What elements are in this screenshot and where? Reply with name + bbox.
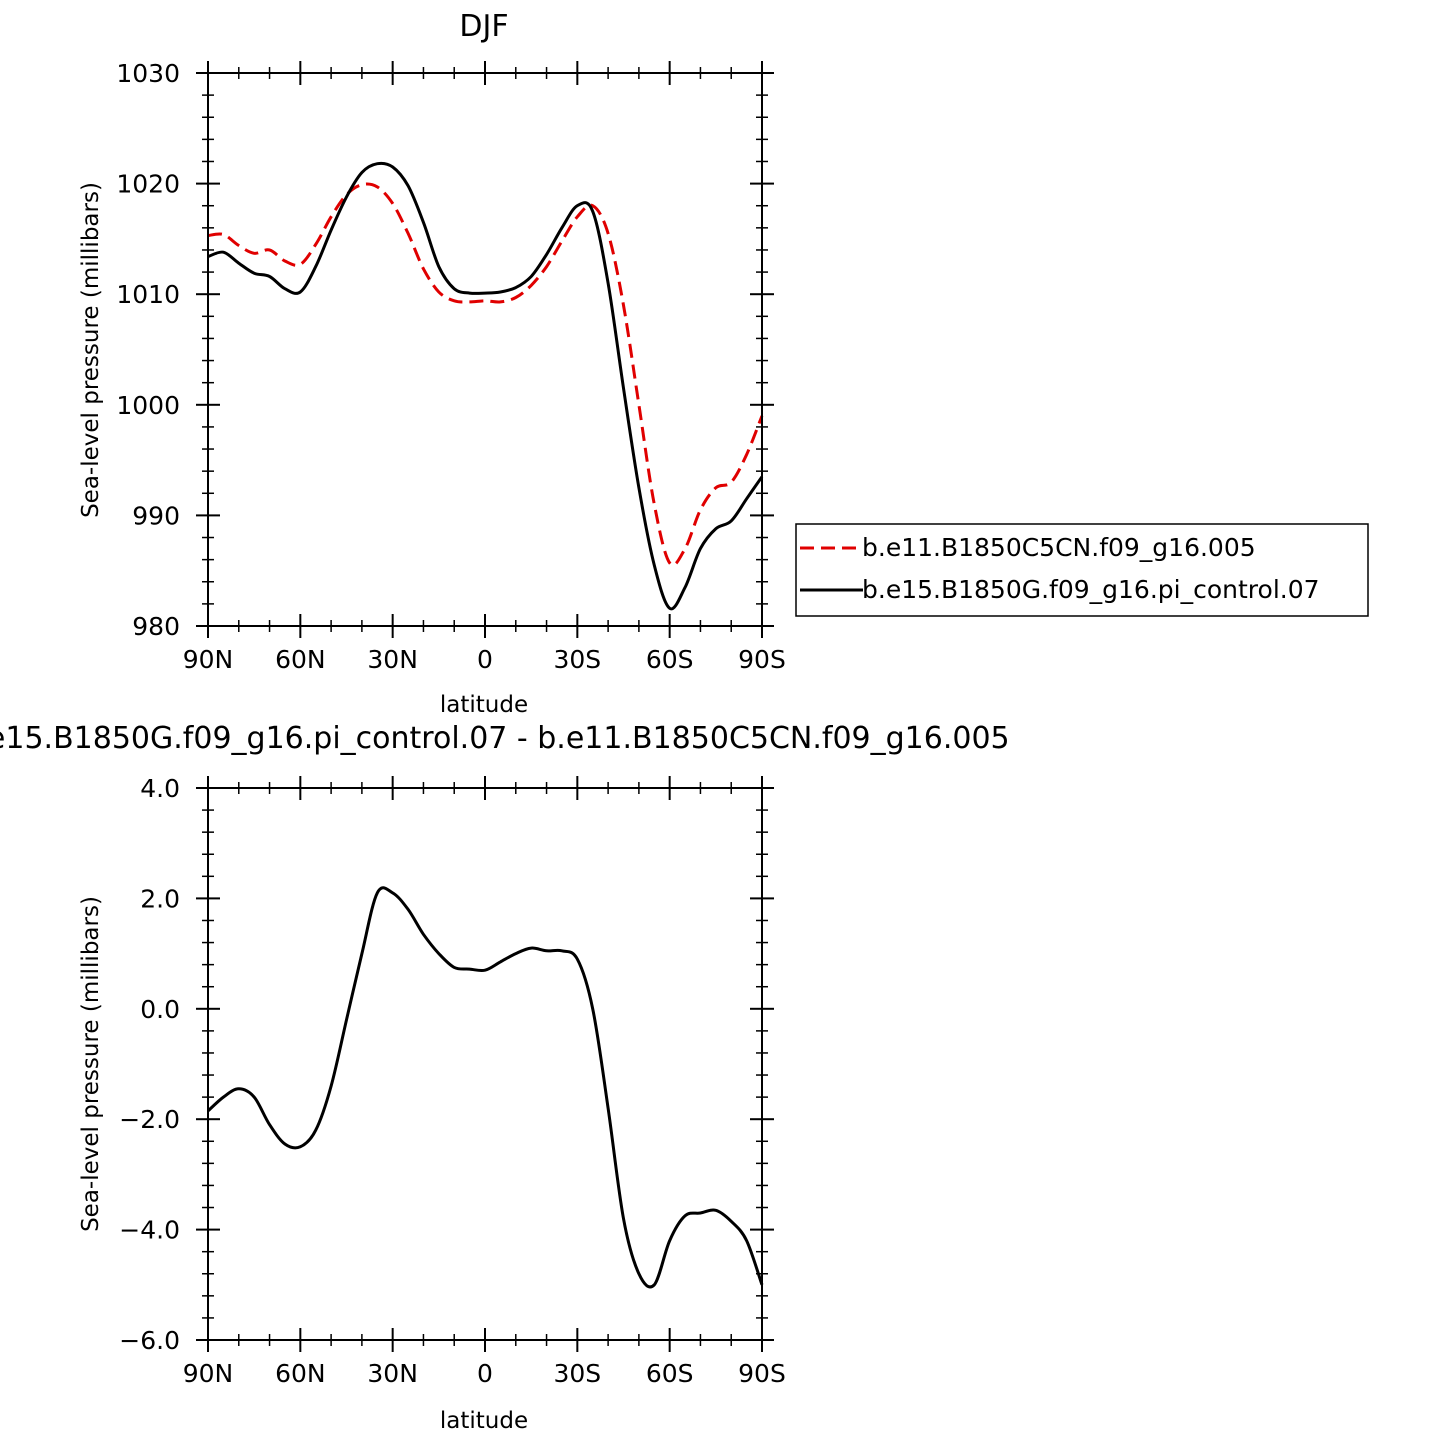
series-line-b-e15-b1850g-f09-g16-pi-control-07 <box>207 161 764 611</box>
x-tick-label-60s: 60S <box>646 1359 694 1388</box>
y-tick-label-6-0: −6.0 <box>119 1326 180 1355</box>
y-tick-label-1000: 1000 <box>116 391 180 420</box>
y-tick-label-2-0: −2.0 <box>119 1105 180 1134</box>
series-line-b-e11-b1850c5cn-f09-g16-005 <box>207 182 764 567</box>
series-line-difference <box>206 886 764 1289</box>
y-tick-label-0-0: 0.0 <box>140 995 180 1024</box>
y-tick-label-2-0: 2.0 <box>140 884 180 913</box>
bottom-x-axis-label: latitude <box>440 1408 528 1434</box>
bottom-panel: b.e15.B1850G.f09_g16.pi_control.07 - b.e… <box>0 721 1010 1434</box>
legend-box <box>795 523 1369 617</box>
top-y-axis-label: Sea-level pressure (millibars) <box>78 182 104 518</box>
legend-label-b-e15: b.e15.B1850G.f09_g16.pi_control.07 <box>862 575 1320 604</box>
bottom-y-axis-label: Sea-level pressure (millibars) <box>78 896 104 1232</box>
x-tick-label-90n: 90N <box>183 1359 234 1388</box>
top-axis-ticks <box>196 61 774 638</box>
x-tick-label-30n: 30N <box>367 1359 418 1388</box>
top-panel: DJF 90N 60N 30N 0 30S 60S 90S 980 990 1000 1010 102… <box>78 9 1369 718</box>
top-tick-labels: 90N 60N 30N 0 30S 60S 90S 980 990 1000 1010 1020 103… <box>116 59 785 674</box>
legend: b.e11.B1850C5CN.f09_g16.005 b.e15.B1850G… <box>795 523 1369 617</box>
x-tick-label-60n: 60N <box>275 645 326 674</box>
bottom-plot-frame <box>207 787 763 1341</box>
x-tick-label-60s: 60S <box>646 645 694 674</box>
legend-label-b-e11: b.e11.B1850C5CN.f09_g16.005 <box>862 533 1256 562</box>
x-tick-label-90s: 90S <box>738 1359 786 1388</box>
x-tick-label-0: 0 <box>477 645 493 674</box>
x-tick-label-30s: 30S <box>553 645 601 674</box>
y-tick-label-4-0: 4.0 <box>140 774 180 803</box>
bottom-axis-ticks <box>196 776 774 1352</box>
x-tick-label-90s: 90S <box>738 645 786 674</box>
x-tick-label-60n: 60N <box>275 1359 326 1388</box>
x-tick-label-90n: 90N <box>183 645 234 674</box>
y-tick-label-1030: 1030 <box>116 59 180 88</box>
x-tick-label-30n: 30N <box>367 645 418 674</box>
top-plot-frame <box>207 72 763 627</box>
y-tick-label-990: 990 <box>132 501 180 530</box>
top-chart-title: DJF <box>459 9 508 44</box>
bottom-series-lines <box>206 886 764 1289</box>
bottom-tick-labels: 90N 60N 30N 0 30S 60S 90S −6.0 −4.0 −2.0 0.0 2.0 4.0 <box>119 774 786 1388</box>
y-tick-label-980: 980 <box>132 612 180 641</box>
y-tick-label-4-0: −4.0 <box>119 1216 180 1245</box>
top-x-axis-label: latitude <box>440 692 528 718</box>
x-tick-label-30s: 30S <box>553 1359 601 1388</box>
bottom-chart-title: b.e15.B1850G.f09_g16.pi_control.07 - b.e… <box>0 721 1010 756</box>
x-tick-label-0: 0 <box>477 1359 493 1388</box>
y-tick-label-1020: 1020 <box>116 170 180 199</box>
y-tick-label-1010: 1010 <box>116 280 180 309</box>
top-series-lines <box>207 161 764 611</box>
